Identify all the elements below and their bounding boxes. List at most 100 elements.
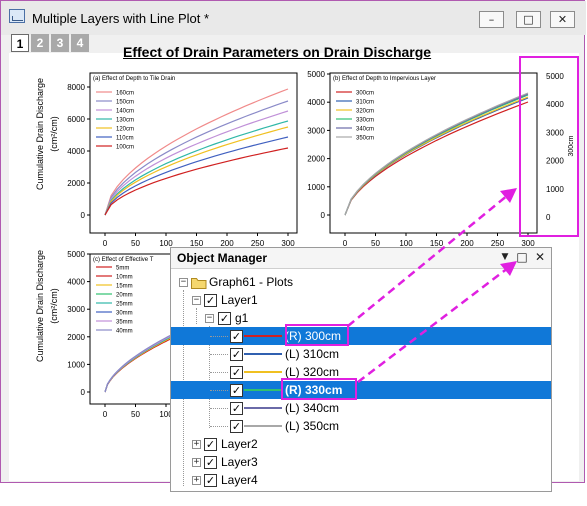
layer-tab-2[interactable]: 2 <box>31 34 49 52</box>
x-tick-label: 250 <box>251 239 265 248</box>
checkbox[interactable]: ✓ <box>204 474 217 487</box>
minimize-button[interactable]: – <box>479 11 504 28</box>
legend-label: 30mm <box>116 311 133 317</box>
legend-label: 350cm <box>356 136 374 142</box>
checkbox[interactable]: ✓ <box>230 366 243 379</box>
series-line <box>104 88 289 216</box>
legend-label: 330cm <box>356 118 374 124</box>
series-line <box>104 147 289 216</box>
maximize-button[interactable]: □ <box>516 11 541 28</box>
right-tick-label: 0 <box>546 213 551 222</box>
checkbox[interactable]: ✓ <box>230 402 243 415</box>
plot-row-350cm[interactable]: ✓ (L) 350cm <box>171 417 551 435</box>
y-axis-label: Cumulative Drain Discharge <box>35 250 45 362</box>
plot-row-340cm[interactable]: ✓ (L) 340cm <box>171 399 551 417</box>
tree-guide <box>210 336 228 337</box>
plot-row-300cm[interactable]: ✓ (R) 300cm <box>171 327 551 345</box>
checkbox[interactable]: ✓ <box>230 384 243 397</box>
series-line <box>104 100 289 216</box>
tree-guide <box>210 372 228 373</box>
checkbox[interactable]: ✓ <box>230 348 243 361</box>
right-tick-label: 5000 <box>546 72 564 81</box>
checkbox[interactable]: ✓ <box>204 438 217 451</box>
tree-root-row[interactable]: − Graph61 - Plots <box>171 273 551 291</box>
collapse-icon[interactable]: − <box>205 313 214 323</box>
plot-label: (L) 340cm <box>285 401 340 415</box>
tree-guide <box>210 354 228 355</box>
legend-label: 10mm <box>116 275 133 281</box>
series-line <box>104 120 289 216</box>
line-color-swatch <box>244 407 282 409</box>
tree-layer4-row[interactable]: + ✓ Layer4 <box>171 471 551 489</box>
series-line <box>104 110 289 216</box>
y-tick-label: 0 <box>81 388 86 397</box>
folder-icon <box>191 278 207 289</box>
x-tick-label: 300 <box>521 239 535 248</box>
legend-label: 310cm <box>356 100 374 106</box>
right-tick-label: 1000 <box>546 185 564 194</box>
checkbox[interactable]: ✓ <box>230 420 243 433</box>
y-tick-label: 5000 <box>67 250 85 259</box>
expand-icon[interactable]: + <box>192 439 201 449</box>
x-tick-label: 50 <box>131 239 140 248</box>
object-manager-header: Object Manager ▼ □ ✕ <box>171 248 551 269</box>
object-manager-title: Object Manager <box>177 251 268 265</box>
legend-label: 20mm <box>116 293 133 299</box>
label-highlight-box <box>281 378 357 400</box>
y-tick-label: 1000 <box>307 183 325 192</box>
plot-row-320cm[interactable]: ✓ (L) 320cm <box>171 363 551 381</box>
plot-frame <box>329 72 538 234</box>
legend-label: 40mm <box>116 329 133 335</box>
x-tick-label: 200 <box>220 239 234 248</box>
line-color-swatch <box>244 371 282 373</box>
tree-guide <box>210 390 228 391</box>
line-color-swatch <box>244 389 282 391</box>
series-line <box>344 101 529 216</box>
layer-tab-1[interactable]: 1 <box>11 34 29 52</box>
plot-label: (R) 300cm <box>285 329 342 343</box>
tree-layer1-row[interactable]: − ✓ Layer1 <box>171 291 551 309</box>
series-line <box>344 92 529 216</box>
legend-label: 5mm <box>116 266 129 272</box>
y-tick-label: 0 <box>81 211 86 220</box>
collapse-icon[interactable]: − <box>179 277 188 287</box>
tree-guide <box>209 326 210 428</box>
tree-layer3-row[interactable]: + ✓ Layer3 <box>171 453 551 471</box>
layer-tab-4[interactable]: 4 <box>71 34 89 52</box>
legend-label: 100cm <box>116 145 134 151</box>
tree-group-row[interactable]: − ✓ g1 <box>171 309 551 327</box>
y-tick-label: 4000 <box>307 98 325 107</box>
label-highlight-box <box>285 324 349 346</box>
y-tick-label: 5000 <box>307 70 325 79</box>
x-tick-label: 100 <box>159 239 173 248</box>
expand-icon[interactable]: + <box>192 457 201 467</box>
x-tick-label: 0 <box>103 410 108 419</box>
right-tick-label: 2000 <box>546 157 564 166</box>
y-tick-label: 3000 <box>307 126 325 135</box>
legend-label: 160cm <box>116 91 134 97</box>
tree-layer2-row[interactable]: + ✓ Layer2 <box>171 435 551 453</box>
y-tick-label: 3000 <box>67 305 85 314</box>
plot-label: (L) 350cm <box>285 419 340 433</box>
y-tick-label: 2000 <box>307 155 325 164</box>
close-icon[interactable]: ✕ <box>534 250 546 264</box>
title-bar[interactable]: Multiple Layers with Line Plot * – □ ✕ <box>1 1 586 35</box>
group-label: g1 <box>235 311 249 325</box>
layer-tab-3[interactable]: 3 <box>51 34 69 52</box>
legend-label: 15mm <box>116 284 133 290</box>
close-button[interactable]: ✕ <box>550 11 575 28</box>
checkbox[interactable]: ✓ <box>204 456 217 469</box>
y-tick-label: 4000 <box>67 147 85 156</box>
checkbox[interactable]: ✓ <box>230 330 243 343</box>
checkbox[interactable]: ✓ <box>218 312 231 325</box>
restore-icon[interactable]: □ <box>516 250 528 264</box>
plot-row-330cm[interactable]: ✓ (R) 330cm <box>171 381 551 399</box>
dropdown-icon[interactable]: ▼ <box>501 252 509 262</box>
checkbox[interactable]: ✓ <box>204 294 217 307</box>
plot-row-310cm[interactable]: ✓ (L) 310cm <box>171 345 551 363</box>
collapse-icon[interactable]: − <box>192 295 201 305</box>
plot-label: (R) 330cm <box>285 383 343 397</box>
series-line <box>344 96 529 216</box>
legend-label: 150cm <box>116 100 134 106</box>
expand-icon[interactable]: + <box>192 475 201 485</box>
